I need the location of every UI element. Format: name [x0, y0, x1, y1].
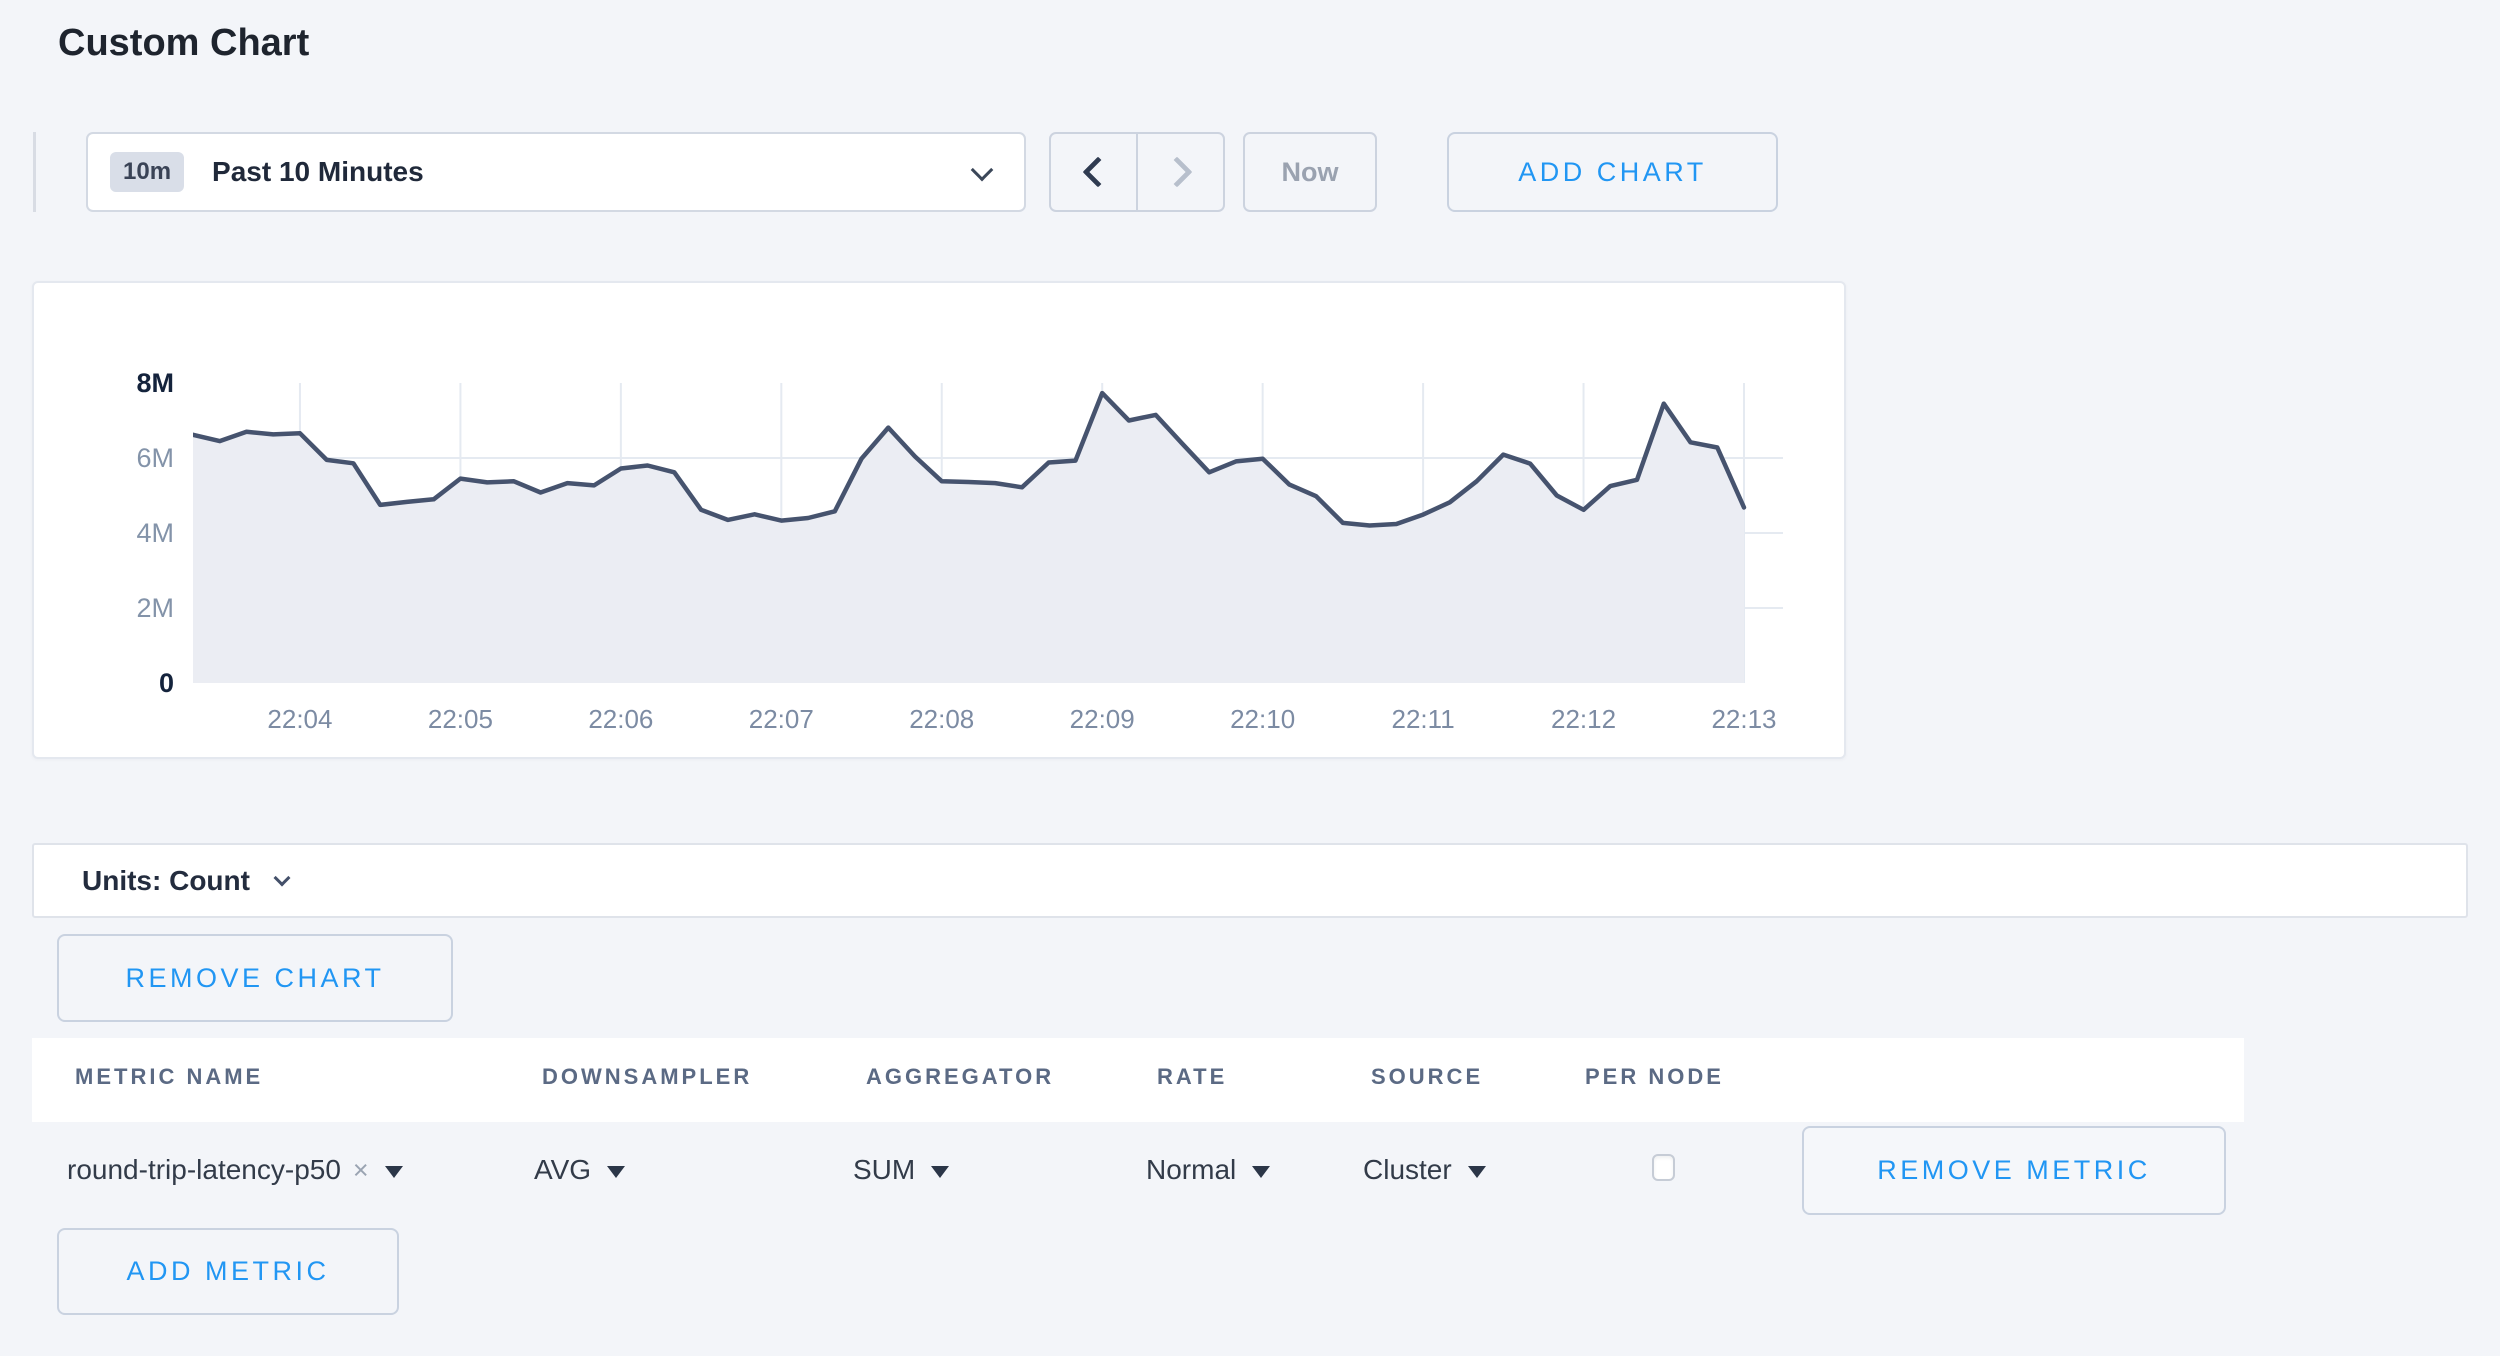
- caret-down-icon: [384, 1166, 403, 1178]
- chevron-down-icon: [273, 869, 291, 886]
- chevron-down-icon: [970, 158, 994, 182]
- x-axis-tick-label: 22:11: [1391, 704, 1455, 734]
- y-axis-tick-label: 4M: [136, 518, 174, 548]
- units-dropdown[interactable]: Units: Count: [32, 843, 2468, 918]
- chart-group-rule: [33, 132, 36, 212]
- x-axis-tick-label: 22:06: [588, 704, 654, 734]
- remove-chart-button[interactable]: REMOVE CHART: [57, 934, 453, 1022]
- timeseries-area-chart: [190, 383, 1783, 683]
- caret-down-icon: [607, 1166, 626, 1178]
- col-header-downsampler: DOWNSAMPLER: [542, 1064, 753, 1089]
- next-time-button[interactable]: [1136, 134, 1223, 210]
- x-axis-tick-label: 22:05: [427, 704, 493, 734]
- aggregator-dropdown[interactable]: SUM: [853, 1130, 950, 1210]
- x-axis-tick-label: 22:10: [1230, 704, 1296, 734]
- metric-name-value: round-trip-latency-p50: [67, 1154, 341, 1185]
- prev-time-button[interactable]: [1051, 134, 1136, 210]
- col-header-metric-name: METRIC NAME: [75, 1064, 264, 1089]
- remove-metric-button[interactable]: REMOVE METRIC: [1802, 1126, 2226, 1215]
- now-button[interactable]: Now: [1243, 132, 1377, 212]
- add-metric-button[interactable]: ADD METRIC: [57, 1228, 399, 1315]
- y-axis-tick-label: 8M: [136, 368, 174, 398]
- source-value: Cluster: [1363, 1154, 1452, 1185]
- series-line: [190, 390, 1747, 528]
- col-header-rate: RATE: [1157, 1064, 1228, 1089]
- metrics-table-header: METRIC NAME DOWNSAMPLER AGGREGATOR RATE …: [32, 1038, 2244, 1122]
- x-axis-tick-label: 22:08: [909, 704, 975, 734]
- chevron-right-icon: [1160, 156, 1193, 188]
- aggregator-value: SUM: [853, 1154, 916, 1185]
- metric-row: round-trip-latency-p50 × AVG SUM Normal …: [0, 1130, 2500, 1210]
- y-axis-tick-label: 0: [158, 668, 174, 698]
- caret-down-icon: [1252, 1166, 1271, 1178]
- col-header-aggregator: AGGREGATOR: [866, 1064, 1055, 1089]
- caret-down-icon: [1467, 1166, 1486, 1178]
- x-axis-tick-label: 22:04: [267, 704, 333, 734]
- time-range-dropdown[interactable]: 10m Past 10 Minutes: [86, 132, 1026, 212]
- downsampler-value: AVG: [534, 1154, 592, 1185]
- time-range-badge: 10m: [110, 152, 185, 192]
- col-header-per-node: PER NODE: [1585, 1064, 1724, 1089]
- x-axis-tick-label: 22:09: [1069, 704, 1135, 734]
- y-axis-tick-label: 2M: [136, 593, 174, 623]
- rate-value: Normal: [1146, 1154, 1237, 1185]
- add-chart-button[interactable]: ADD CHART: [1447, 132, 1778, 212]
- metric-name-dropdown[interactable]: round-trip-latency-p50 ×: [67, 1130, 403, 1210]
- page-title: Custom Chart: [58, 22, 310, 64]
- y-axis-tick-label: 6M: [136, 443, 174, 473]
- series-area-fill: [193, 393, 1744, 683]
- x-axis-tick-label: 22:07: [748, 704, 814, 734]
- chart-plot: [190, 383, 1783, 683]
- time-pager: [1049, 132, 1225, 212]
- per-node-checkbox[interactable]: [1652, 1154, 1675, 1181]
- chart-card: 0 2M 4M 6M 8M 22:04 22:05 22:06 22:07 22:08 22:09…: [32, 281, 1846, 759]
- units-dropdown-label: Units: Count: [82, 864, 250, 896]
- x-axis-tick-label: 22:12: [1551, 704, 1617, 734]
- caret-down-icon: [931, 1166, 950, 1178]
- time-range-label: Past 10 Minutes: [212, 156, 424, 187]
- col-header-source: SOURCE: [1371, 1064, 1484, 1089]
- downsampler-dropdown[interactable]: AVG: [534, 1130, 626, 1210]
- rate-dropdown[interactable]: Normal: [1146, 1130, 1271, 1210]
- x-axis-tick-label: 22:13: [1711, 704, 1777, 734]
- chevron-left-icon: [1081, 156, 1114, 188]
- source-dropdown[interactable]: Cluster: [1363, 1130, 1486, 1210]
- clear-metric-icon[interactable]: ×: [352, 1154, 369, 1185]
